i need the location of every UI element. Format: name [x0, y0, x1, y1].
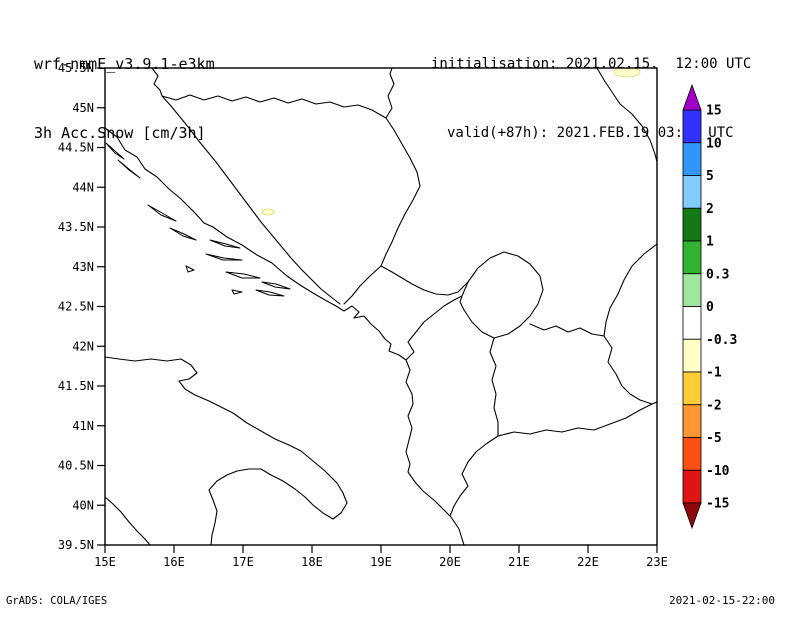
colorbar-cell: [682, 371, 702, 406]
border-macedonia-albania: [489, 337, 499, 437]
lon-tick-label: 22E: [577, 555, 599, 569]
snow-patch: [613, 68, 641, 78]
border-croatia-north: [151, 68, 163, 97]
colorbar-tick-label: -2: [706, 398, 722, 413]
island-path: [105, 142, 125, 160]
lon-tick-label: 19E: [370, 555, 392, 569]
border-kosovo: [459, 251, 544, 339]
lon-tick-label: 23E: [646, 555, 668, 569]
island-path: [261, 281, 291, 290]
border-croatia-bosnia: [161, 95, 341, 305]
island-path: [185, 265, 195, 273]
colorbar-cell: [682, 404, 702, 438]
colorbar-tick-label: -10: [706, 464, 730, 479]
colorbar-tick-label: 5: [706, 169, 714, 184]
colorbar-tick-label: 1: [706, 235, 714, 250]
plot-title-block: wrf-nmmE_v3.9.1-e3km 3h Acc.Snow [cm/3h]: [34, 7, 215, 191]
island-path: [255, 289, 285, 297]
border-serbia-bulgaria: [603, 243, 657, 337]
lon-tick-label: 18E: [301, 555, 323, 569]
lat-tick-label: 44.5N: [58, 141, 94, 155]
lon-tick-label: 15E: [94, 555, 116, 569]
island-path: [169, 227, 197, 241]
colorbar-cell: [682, 437, 702, 471]
lat-tick-label: 43.5N: [58, 220, 94, 234]
lat-tick-label: 41.5N: [58, 379, 94, 393]
colorbar-cell: [682, 109, 702, 144]
border-sava: [161, 94, 387, 119]
lon-tick-label: 21E: [508, 555, 530, 569]
colorbar-cell: [682, 273, 702, 307]
lat-tick-label: 42.5N: [58, 300, 94, 314]
coast-italy-west: [105, 496, 151, 545]
border-albania-montenegro: [405, 295, 463, 361]
colorbar-tick-label: 0: [706, 300, 714, 315]
lat-tick-label: 39.5N: [58, 538, 94, 552]
map-layer: [105, 68, 657, 545]
colorbar-cell: [682, 469, 702, 504]
snow-patch: [261, 208, 275, 216]
island-path: [209, 239, 241, 249]
lat-tick-label: 43N: [72, 260, 94, 274]
colorbar-arrow-bottom: [682, 502, 702, 530]
lat-tick-label: 40N: [72, 498, 94, 512]
plot-frame: [104, 67, 658, 546]
lat-tick-label: 45.5N: [58, 61, 94, 75]
colorbar-tick-label: 15: [706, 104, 722, 119]
colorbar-tick-label: -1: [706, 366, 722, 381]
lon-tick-label: 17E: [232, 555, 254, 569]
colorbar-cell: [682, 338, 702, 373]
border-croatia-serbia: [385, 68, 395, 119]
colorbar-tick-label: 0.3: [706, 267, 729, 282]
colorbar: 15 10 5 2 1 0.3 0 -0.3 -1 -2 -5 -10 -15: [682, 83, 737, 530]
colorbar-cell: [682, 306, 702, 340]
colorbar-cell: [682, 240, 702, 275]
colorbar-tick-label: -5: [706, 431, 722, 446]
colorbar-cell: [682, 207, 702, 242]
creation-timestamp: 2021-02-15-22:00: [669, 594, 775, 607]
colorbar-tick-label: -15: [706, 497, 729, 512]
lon-tick-label: 20E: [439, 555, 461, 569]
island-path: [117, 159, 141, 179]
border-macedonia-bulgaria: [603, 335, 653, 405]
border-drina: [380, 117, 421, 267]
island-path: [205, 253, 243, 261]
lat-tick-label: 44N: [72, 180, 94, 194]
lat-tick-label: 45N: [72, 101, 94, 115]
lon-tick-label: 16E: [163, 555, 185, 569]
colorbar-tick-label: 10: [706, 136, 722, 151]
border-macedonia-greece: [497, 401, 657, 437]
border-montenegro-serbia: [380, 265, 469, 296]
colorbar-tick-label: -0.3: [706, 333, 737, 348]
border-serbia-romania: [596, 68, 657, 163]
border-albania-greece: [449, 435, 499, 517]
lat-tick-label: 42N: [72, 339, 94, 353]
border-bosnia-montenegro: [343, 265, 382, 305]
coast-italy-adriatic: [105, 356, 348, 545]
grads-credit: GrADS: COLA/IGES: [6, 595, 108, 607]
colorbar-cell: [682, 175, 702, 209]
lat-tick-label: 40.5N: [58, 459, 94, 473]
coast-adriatic-east: [105, 127, 465, 545]
island-path: [225, 271, 261, 279]
island-path: [147, 204, 177, 222]
border-serbia-macedonia: [529, 323, 605, 337]
colorbar-cell: [682, 142, 702, 176]
island-path: [231, 289, 243, 295]
colorbar-arrow-top: [682, 83, 702, 111]
lat-tick-label: 41N: [72, 419, 94, 433]
colorbar-tick-label: 2: [706, 202, 714, 217]
